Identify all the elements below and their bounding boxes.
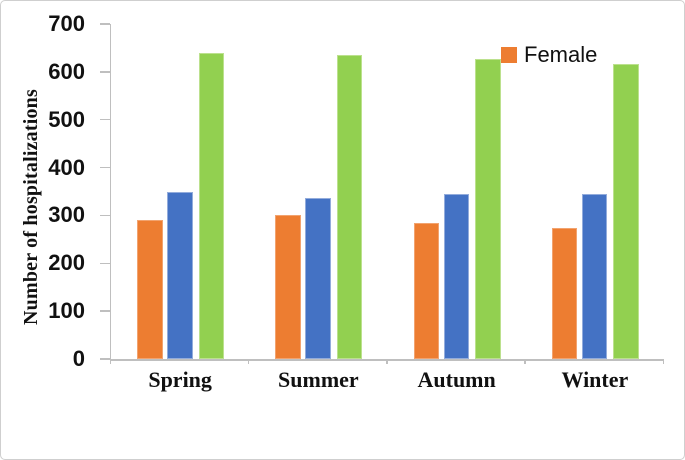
- x-tick: [109, 359, 111, 364]
- x-tick: [662, 359, 664, 364]
- bar-Female-summer: [275, 215, 301, 359]
- bar-Female-autumn: [413, 222, 439, 359]
- legend: Female: [501, 42, 597, 68]
- y-tick-label: 100: [48, 298, 85, 324]
- x-tick: [386, 359, 388, 364]
- legend-label-female: Female: [524, 42, 598, 67]
- y-tick: [99, 262, 110, 265]
- y-tick: [99, 358, 110, 360]
- y-tick-label: 500: [48, 106, 85, 132]
- bar-series2-winter: [581, 193, 608, 359]
- bar-series2-spring: [167, 191, 193, 359]
- x-category-label-summer: Summer: [278, 367, 359, 392]
- bar-series3-autumn: [475, 59, 501, 359]
- y-tick: [99, 71, 110, 73]
- y-tick-label: 200: [48, 250, 85, 276]
- y-tick: [99, 214, 110, 217]
- y-tick-label: 300: [48, 202, 85, 228]
- y-tick: [99, 310, 110, 312]
- x-category-label-autumn: Autumn: [417, 367, 496, 392]
- bar-Female-spring: [137, 220, 163, 359]
- x-category-label-winter: Winter: [561, 367, 629, 392]
- y-tick-label: 400: [48, 154, 85, 180]
- bar-Female-winter: [551, 228, 578, 359]
- y-tick-label: 600: [48, 58, 85, 84]
- bar-series3-winter: [613, 64, 639, 359]
- bar-series2-summer: [305, 197, 331, 359]
- x-category-label-spring: Spring: [148, 367, 212, 392]
- legend-swatch-female: [501, 47, 517, 63]
- x-tick: [247, 359, 250, 364]
- x-tick: [524, 359, 526, 364]
- y-axis-line: [109, 24, 111, 361]
- y-tick: [99, 118, 110, 121]
- y-tick: [99, 23, 110, 25]
- bar-series3-spring: [198, 53, 224, 359]
- y-tick: [99, 166, 110, 169]
- bar-series2-autumn: [443, 194, 469, 359]
- y-tick-label: 0: [72, 346, 85, 371]
- bar-series3-summer: [336, 55, 363, 359]
- y-tick-label: 700: [48, 11, 85, 36]
